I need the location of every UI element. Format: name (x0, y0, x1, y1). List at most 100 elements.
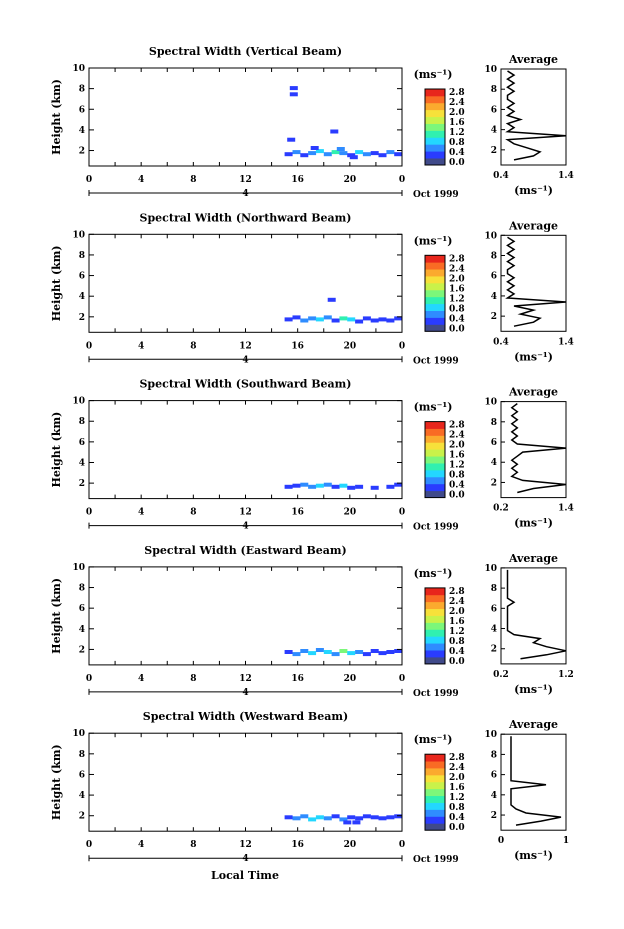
colorbar-segment (425, 809, 445, 817)
y-tick-label: 2 (79, 479, 85, 489)
data-cell (394, 316, 403, 321)
x-tick-label: 16 (291, 674, 304, 684)
date-label: Oct 1999 (413, 190, 459, 200)
data-cell (284, 152, 293, 157)
x-tick-label: 0 (399, 175, 405, 185)
colorbar-tick-label: 2.4 (449, 431, 465, 441)
colorbar-segment (425, 608, 445, 616)
x-tick-label: 16 (291, 175, 304, 185)
x-tick-label: 8 (190, 840, 196, 850)
colorbar-tick-label: 0.8 (449, 471, 465, 481)
y-tick-label: 8 (79, 750, 85, 760)
data-cell (386, 150, 395, 155)
colorbar-segment (425, 255, 445, 263)
colorbar-frame (424, 587, 446, 665)
colorbar-segment (425, 421, 445, 429)
panel-5: Spectral Width (Westward Beam) Height (km… (50, 710, 569, 865)
data-cell (352, 820, 361, 825)
profile-y-tick-label: 10 (484, 65, 497, 75)
y-tick-label: 10 (72, 729, 85, 739)
colorbar-segment (425, 151, 445, 159)
y-axis-label: Height (km) (50, 245, 63, 321)
colorbar-tick-label: 2.8 (449, 254, 465, 264)
profile-y-tick-label: 10 (484, 730, 497, 740)
profile-line (505, 236, 567, 327)
colorbar-segment (425, 449, 445, 457)
x-tick-label: 0 (86, 508, 92, 518)
colorbar-segment (425, 269, 445, 277)
profile-line (510, 736, 562, 826)
data-cell (310, 146, 319, 150)
data-cell (292, 816, 301, 821)
data-cell (394, 482, 403, 487)
profile-y-tick-label: 6 (491, 604, 497, 614)
colorbar-tick-label: 0.0 (449, 823, 465, 833)
colorbar-tick-label: 0.0 (449, 324, 465, 334)
profile-title: Average (508, 718, 558, 731)
data-cell (292, 315, 301, 320)
data-cell (394, 814, 403, 819)
data-cell (347, 651, 356, 656)
colorbar-tick-label: 1.6 (449, 284, 465, 294)
data-cell (315, 815, 324, 820)
data-cell (315, 317, 324, 322)
colorbar-segment (425, 476, 445, 485)
colorbar-tick-label: 0.4 (449, 314, 465, 324)
data-cell (287, 137, 296, 142)
profile-x-label: (ms⁻¹) (514, 683, 553, 696)
profile-y-tick-label: 2 (491, 312, 497, 322)
colorbar-segment (425, 754, 445, 762)
colorbar-segment (425, 282, 445, 291)
colorbar-segment (425, 158, 445, 166)
colorbar-unit: (ms⁻¹) (414, 401, 453, 414)
colorbar-segment (425, 89, 445, 97)
colorbar-tick-label: 2.0 (449, 108, 465, 118)
colorbar-segment (425, 435, 445, 443)
data-cell (349, 155, 358, 160)
y-tick-label: 6 (79, 438, 85, 448)
data-cell (284, 484, 293, 489)
data-cell (362, 316, 371, 321)
x-tick-label: 12 (239, 175, 252, 185)
data-cell (292, 652, 301, 657)
colorbar-segment (425, 130, 445, 138)
data-cell (370, 318, 379, 323)
colorbar-segment (425, 761, 445, 769)
colorbar-segment (425, 615, 445, 623)
x-tick-label: 20 (344, 508, 357, 518)
date-label: Oct 1999 (413, 523, 459, 533)
profile-y-tick-label: 8 (491, 418, 497, 428)
profile-x-tick-label: 0.2 (493, 670, 509, 680)
profile-x-tick-label: 0.4 (493, 337, 509, 347)
colorbar-segment (425, 816, 445, 824)
profile-y-tick-label: 8 (491, 750, 497, 760)
colorbar-tick-label: 1.2 (449, 793, 465, 803)
colorbar-unit: (ms⁻¹) (414, 234, 453, 247)
colorbar-frame (424, 88, 446, 166)
data-cell (331, 814, 340, 819)
y-tick-label: 4 (79, 126, 85, 136)
x-tick-label: 20 (344, 840, 357, 850)
data-cell (331, 652, 340, 657)
y-tick-label: 4 (79, 458, 85, 468)
y-tick-label: 6 (79, 105, 85, 115)
colorbar-segment (425, 656, 445, 665)
data-cell (289, 86, 298, 91)
panel-1: Spectral Width (Vertical Beam) Height (km… (50, 45, 574, 200)
data-cell (323, 152, 332, 157)
x-tick-label: 0 (86, 840, 92, 850)
colorbar-frame (424, 421, 446, 499)
colorbar-tick-label: 2.8 (449, 421, 465, 431)
colorbar-tick-label: 0.0 (449, 657, 465, 667)
colorbar-segment (425, 795, 445, 803)
profile-y-tick-label: 2 (491, 645, 497, 655)
profile-frame (500, 567, 567, 665)
profile-frame (500, 401, 567, 499)
profile-x-tick-label: 0 (498, 836, 504, 846)
panel-title: Spectral Width (Vertical Beam) (149, 45, 342, 58)
x-tick-label: 4 (138, 175, 144, 185)
profile-y-tick-label: 10 (484, 564, 497, 574)
profile-x-tick-label: 0.4 (493, 171, 509, 181)
colorbar-segment (425, 622, 445, 630)
colorbar-tick-label: 0.0 (449, 491, 465, 501)
